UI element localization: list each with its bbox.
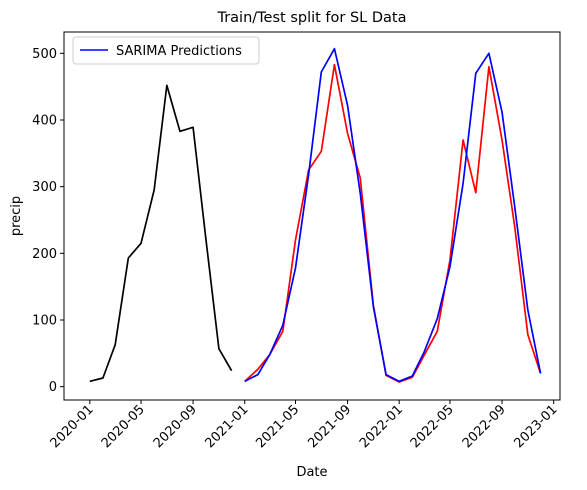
x-tick-label-8: 2022-09 <box>460 402 509 451</box>
y-tick-label-1: 100 <box>32 314 57 329</box>
x-tick-label-2: 2020-09 <box>151 402 200 451</box>
series-layer <box>89 47 542 383</box>
y-tick-label-5: 500 <box>32 47 57 62</box>
legend-label-sarima: SARIMA Predictions <box>116 44 242 59</box>
x-tick-label-6: 2022-01 <box>357 402 406 451</box>
y-tick-label-3: 300 <box>32 180 57 195</box>
series-line-2 <box>244 47 542 383</box>
x-tick-label-7: 2022-05 <box>408 402 457 451</box>
series-line-0 <box>89 84 233 383</box>
x-axis-label: Date <box>296 465 327 480</box>
x-tick-label-9: 2023-01 <box>512 402 561 451</box>
y-tick-label-2: 200 <box>32 247 57 262</box>
chart-title: Train/Test split for SL Data <box>216 10 406 26</box>
plot-frame <box>63 31 561 401</box>
x-tick-label-1: 2020-05 <box>99 402 148 451</box>
x-tick-label-3: 2021-01 <box>203 402 252 451</box>
x-tick-label-5: 2021-09 <box>305 402 354 451</box>
x-tick-label-4: 2021-05 <box>253 402 302 451</box>
plot-area <box>63 31 561 401</box>
legend-box <box>72 36 260 65</box>
y-axis-label: precip <box>9 196 24 236</box>
legend: SARIMA Predictions <box>72 36 260 65</box>
y-tick-label-0: 0 <box>49 380 57 395</box>
x-tick-label-0: 2020-01 <box>48 402 97 451</box>
y-tick-label-4: 400 <box>32 114 57 129</box>
